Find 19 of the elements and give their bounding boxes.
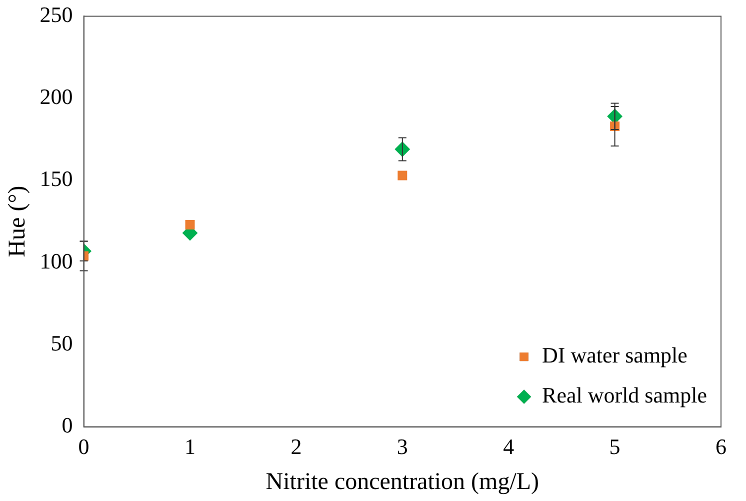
x-tick-label: 1 (184, 434, 196, 459)
y-tick-label: 250 (40, 2, 73, 27)
x-tick-label: 2 (290, 434, 302, 459)
legend-label: DI water sample (542, 342, 688, 368)
y-tick-label: 50 (50, 330, 73, 356)
x-tick-label: 0 (78, 434, 90, 459)
y-tick-label: 100 (40, 248, 73, 274)
x-tick-label: 3 (396, 434, 408, 459)
y-tick-label: 200 (40, 84, 73, 110)
x-tick-label: 6 (716, 434, 726, 459)
legend-label: Real world sample (542, 382, 708, 408)
x-tick-label: 5 (609, 434, 620, 459)
point (185, 220, 195, 230)
y-axis-title: Hue (°) (4, 186, 31, 258)
y-tick-label: 150 (40, 166, 73, 192)
y-tick-label: 0 (62, 412, 73, 438)
point (398, 170, 408, 180)
x-tick-label: 4 (503, 434, 514, 459)
x-axis-title: Nitrite concentration (mg/L) (266, 468, 540, 495)
